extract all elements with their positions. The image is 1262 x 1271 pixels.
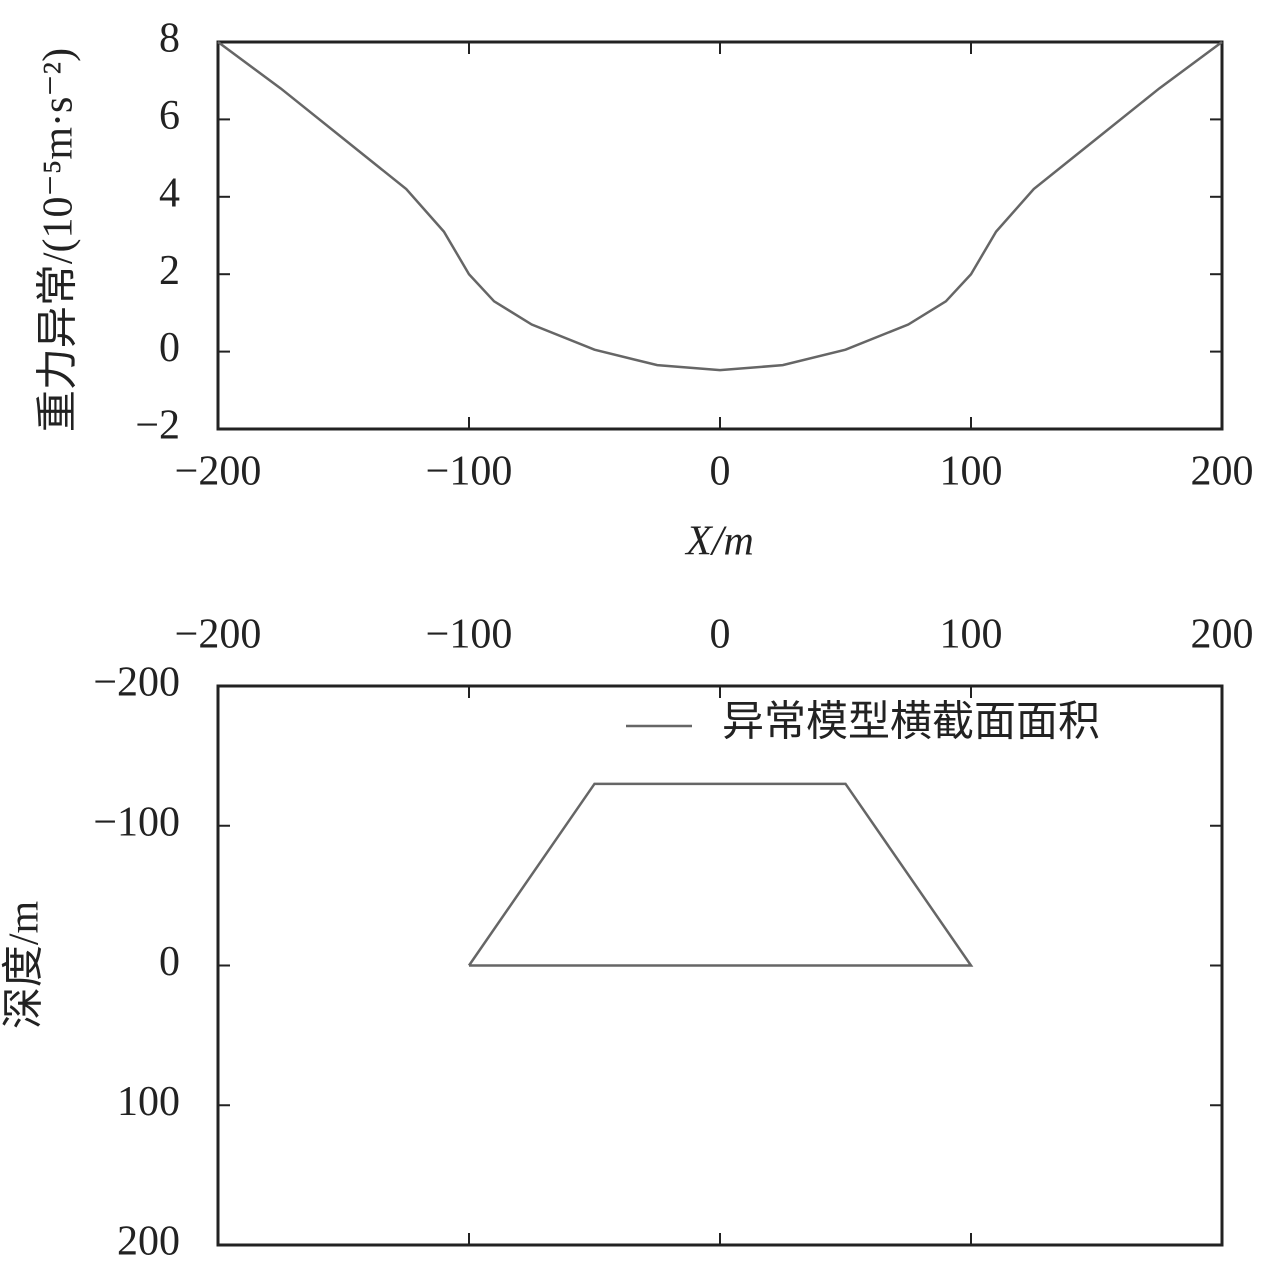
x-tick-label: −200: [175, 612, 262, 658]
y-axis-label: 深度/m: [2, 901, 48, 1030]
y-tick-label: 0: [159, 939, 180, 985]
y-tick-label: 100: [117, 1079, 180, 1125]
x-tick-label: −100: [426, 449, 513, 495]
y-tick-label: 4: [159, 170, 180, 216]
x-tick-label: 200: [1191, 612, 1254, 658]
x-axis-label: X/m: [684, 519, 754, 565]
x-tick-label: 0: [710, 612, 731, 658]
x-tick-label: −100: [426, 612, 513, 658]
x-tick-label: 100: [940, 449, 1003, 495]
y-tick-label: 8: [159, 16, 180, 62]
y-tick-label: 0: [159, 325, 180, 371]
legend-label: 异常模型横截面面积: [722, 700, 1100, 746]
x-tick-label: 100: [940, 612, 1003, 658]
data-line: [467, 782, 974, 967]
y-tick-label: 200: [117, 1219, 180, 1265]
data-line: [217, 40, 1223, 372]
x-tick-label: −200: [175, 449, 262, 495]
x-tick-label: 200: [1191, 449, 1254, 495]
y-axis-label: 重力异常/(10⁻⁵m·s⁻²): [36, 48, 82, 432]
y-tick-label: −100: [93, 799, 180, 845]
y-tick-label: −2: [135, 403, 180, 449]
y-tick-label: 2: [159, 248, 180, 294]
x-tick-label: 0: [710, 449, 731, 495]
y-tick-label: 6: [159, 93, 180, 139]
y-tick-label: −200: [93, 660, 180, 706]
